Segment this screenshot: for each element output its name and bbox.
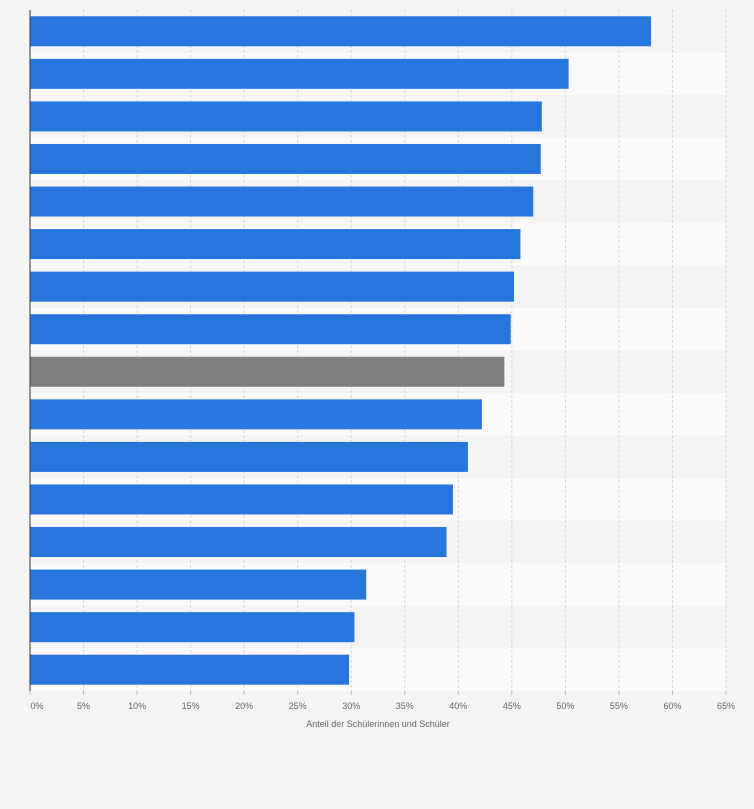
bar-highlighted[interactable] [30, 356, 505, 387]
x-tick-label: 50% [556, 701, 574, 711]
x-tick-label: 15% [182, 701, 200, 711]
bar[interactable] [30, 271, 514, 302]
bar[interactable] [30, 484, 453, 515]
x-tick-label: 40% [449, 701, 467, 711]
bar[interactable] [30, 441, 468, 472]
bar[interactable] [30, 186, 534, 217]
x-tick-label: 65% [717, 701, 735, 711]
bar[interactable] [30, 314, 511, 345]
x-tick-label: 60% [663, 701, 681, 711]
bar[interactable] [30, 229, 521, 260]
x-tick-label: 25% [289, 701, 307, 711]
x-tick-label: 10% [128, 701, 146, 711]
x-axis-title: Anteil der Schülerinnen und Schüler [306, 719, 450, 729]
bars [30, 16, 652, 685]
x-tick-label: 55% [610, 701, 628, 711]
x-tick-label: 5% [77, 701, 90, 711]
bar[interactable] [30, 399, 482, 430]
bar[interactable] [30, 101, 542, 132]
x-tick-label: 20% [235, 701, 253, 711]
x-tick-label: 0% [30, 701, 43, 711]
x-axis-ticks: 0% 5% 10% 15% 20% 25% 30% 35% 40% 45% 50% 55% 60% 65% [29, 691, 735, 711]
bar[interactable] [30, 612, 355, 643]
bar[interactable] [30, 654, 350, 685]
bar[interactable] [30, 143, 541, 174]
x-tick-label: 45% [503, 701, 521, 711]
bar[interactable] [30, 527, 447, 558]
x-tick-label: 30% [342, 701, 360, 711]
bar[interactable] [30, 58, 569, 89]
bar[interactable] [30, 16, 652, 47]
bar[interactable] [30, 569, 367, 600]
x-tick-label: 35% [396, 701, 414, 711]
